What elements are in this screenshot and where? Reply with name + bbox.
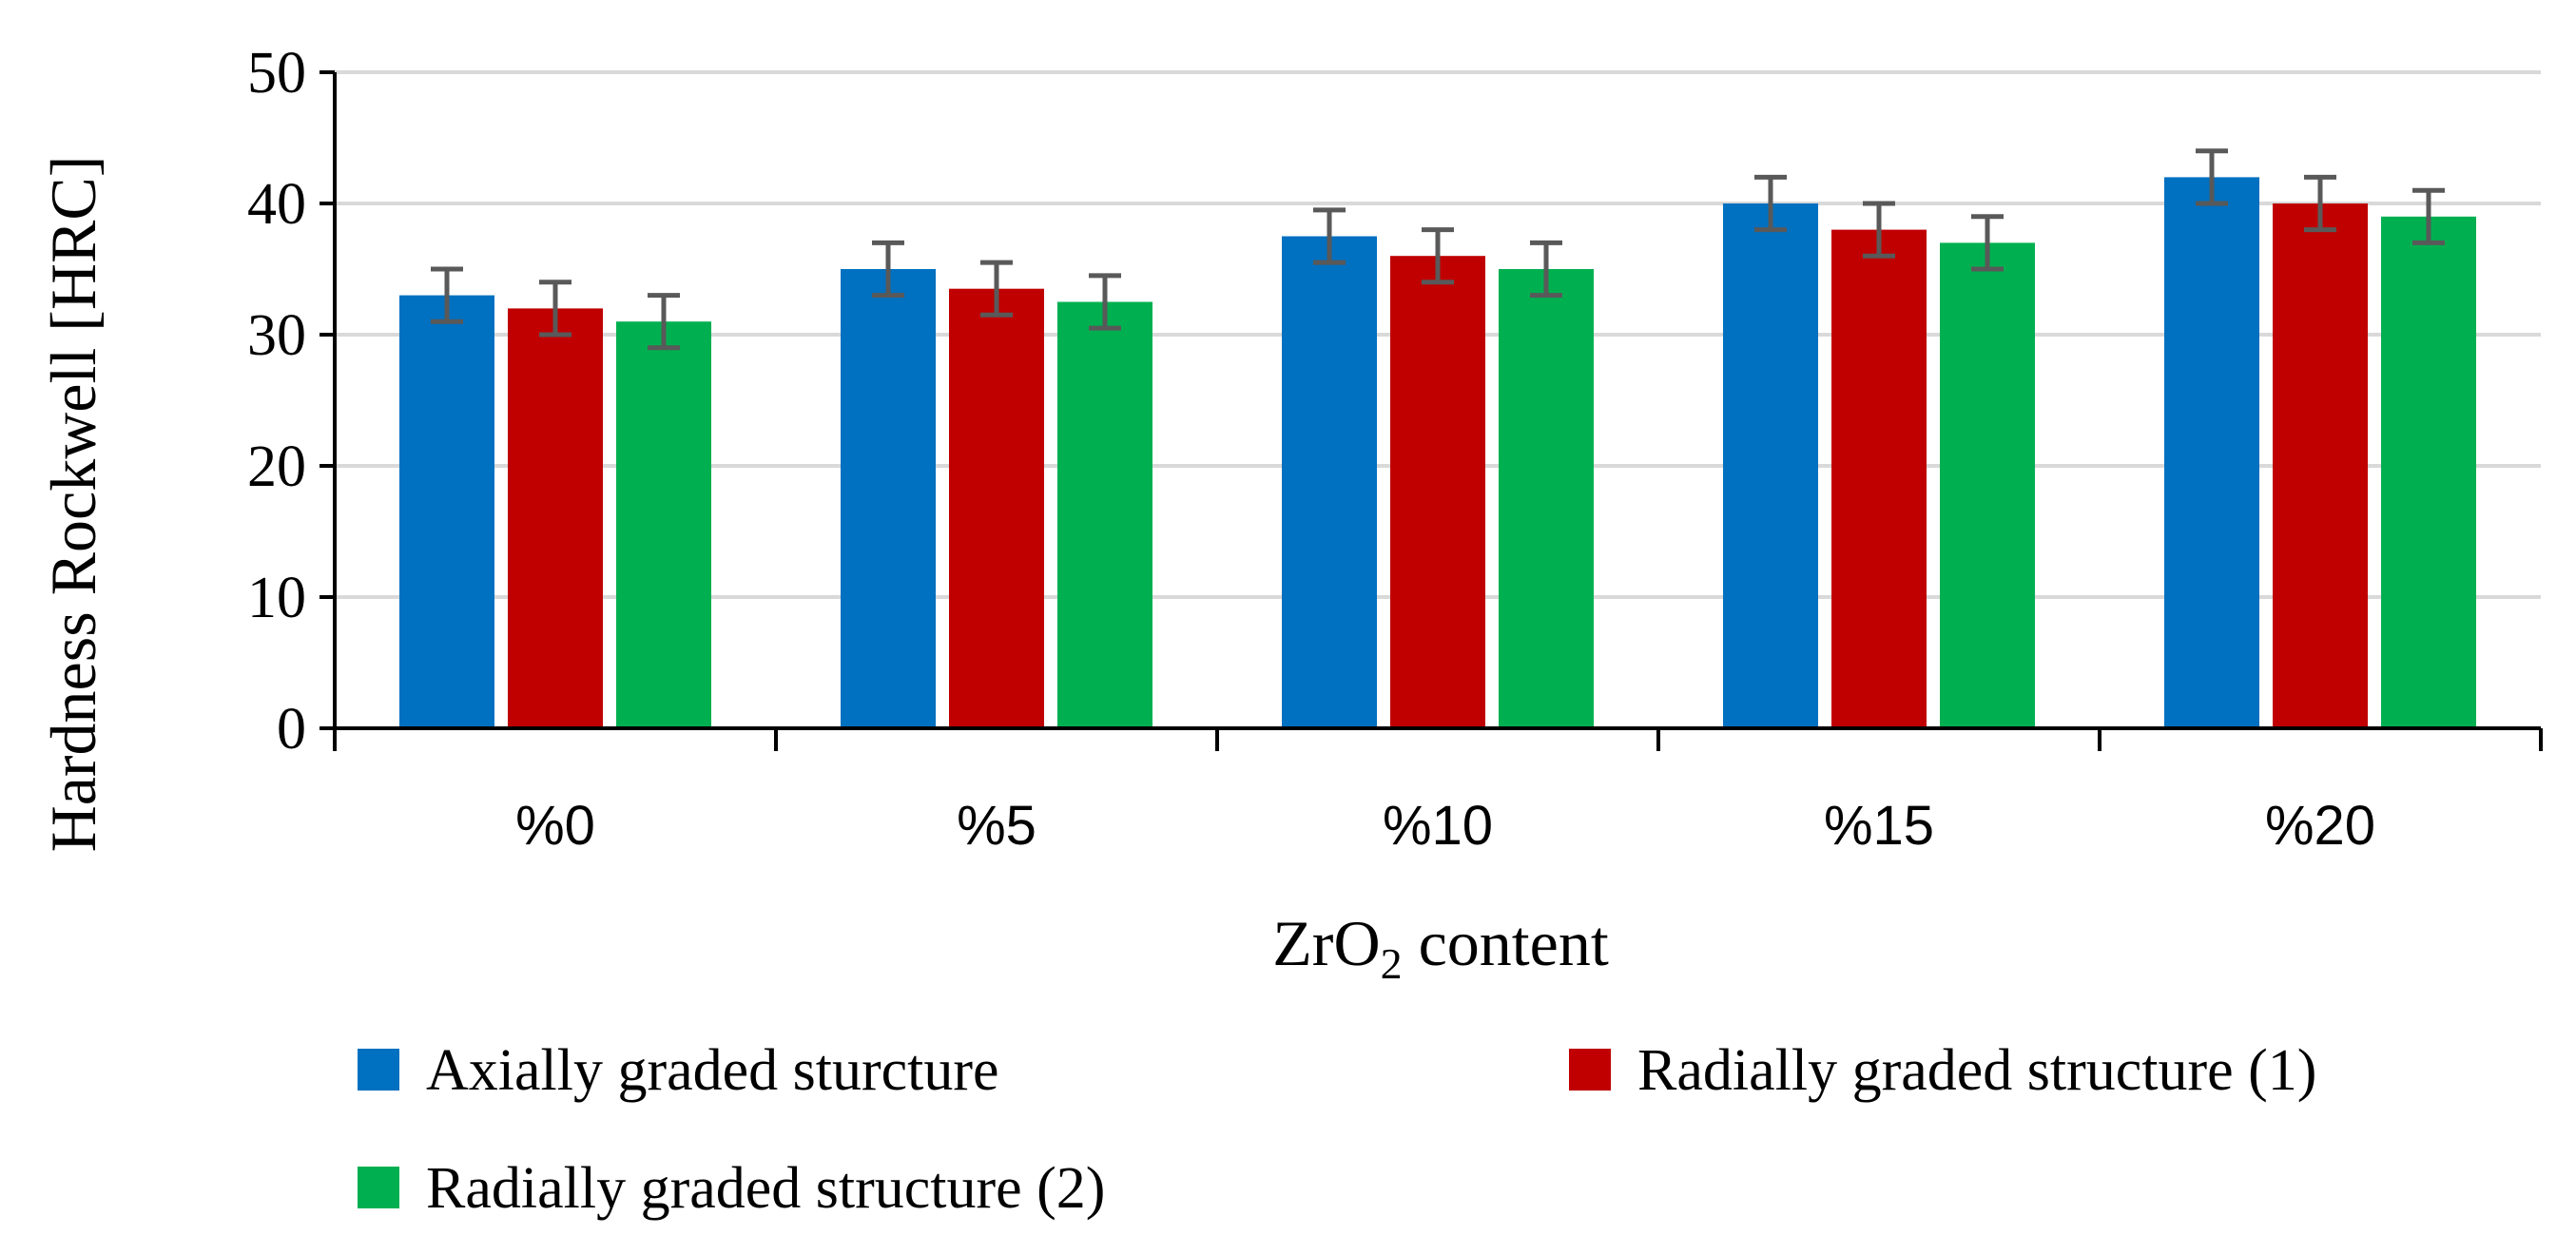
y-axis-title: Hardness Rockwell [HRC]	[37, 156, 109, 853]
bar[interactable]	[1282, 236, 1377, 729]
legend-label-radially-1: Radially graded structure (1)	[1637, 1038, 2316, 1103]
legend-swatch-radially-2	[358, 1167, 399, 1208]
y-tick-label: 30	[247, 303, 306, 368]
x-tick-label: %5	[957, 795, 1036, 857]
legend-swatch-axially	[358, 1049, 399, 1091]
y-tick-label: 20	[247, 434, 306, 499]
x-axis-title-rest: content	[1403, 907, 1609, 979]
bar[interactable]	[2381, 216, 2476, 729]
y-tick-label: 50	[247, 41, 306, 106]
bar[interactable]	[2164, 177, 2259, 728]
axes	[320, 70, 2543, 751]
bar[interactable]	[1499, 269, 1594, 728]
x-tick-label: %0	[515, 795, 595, 857]
bar[interactable]	[1831, 229, 1927, 729]
x-tick-label: %15	[1824, 795, 1934, 857]
bar[interactable]	[1057, 301, 1152, 729]
bar[interactable]	[2273, 203, 2368, 728]
x-axis-title-main: ZrO	[1272, 907, 1380, 979]
x-axis-title-subscript: 2	[1381, 939, 1403, 988]
legend-item-axially[interactable]: Axially graded sturcture	[358, 1038, 999, 1103]
x-tick-labels: %0 %5 %10 %15 %20	[515, 795, 2375, 857]
legend-swatch-radially-1	[1569, 1049, 1611, 1091]
bar[interactable]	[1940, 242, 2035, 728]
x-tick-label: %10	[1383, 795, 1493, 857]
y-tick-label: 10	[247, 566, 306, 630]
legend-item-radially-1[interactable]: Radially graded structure (1)	[1569, 1038, 2316, 1103]
y-tick-label: 40	[247, 172, 306, 237]
bar[interactable]	[1390, 256, 1485, 728]
legend-item-radially-2[interactable]: Radially graded structure (2)	[358, 1156, 1105, 1221]
y-tick-label: 0	[277, 697, 306, 762]
bar[interactable]	[949, 288, 1044, 728]
legend-label-radially-2: Radially graded structure (2)	[426, 1156, 1105, 1221]
legend-label-axially: Axially graded sturcture	[426, 1038, 999, 1103]
bar[interactable]	[508, 308, 603, 728]
bar[interactable]	[1723, 203, 1818, 728]
x-tick-label: %20	[2265, 795, 2375, 857]
bar[interactable]	[399, 295, 494, 728]
error-bars	[431, 148, 2445, 351]
x-axis-title: ZrO2 content	[1272, 907, 1609, 988]
y-tick-labels: 0 10 20 30 40 50	[247, 41, 306, 762]
legend: Axially graded sturcture Radially graded…	[358, 1038, 2316, 1221]
bars	[399, 177, 2476, 729]
bar[interactable]	[841, 269, 936, 728]
bar[interactable]	[616, 321, 711, 728]
